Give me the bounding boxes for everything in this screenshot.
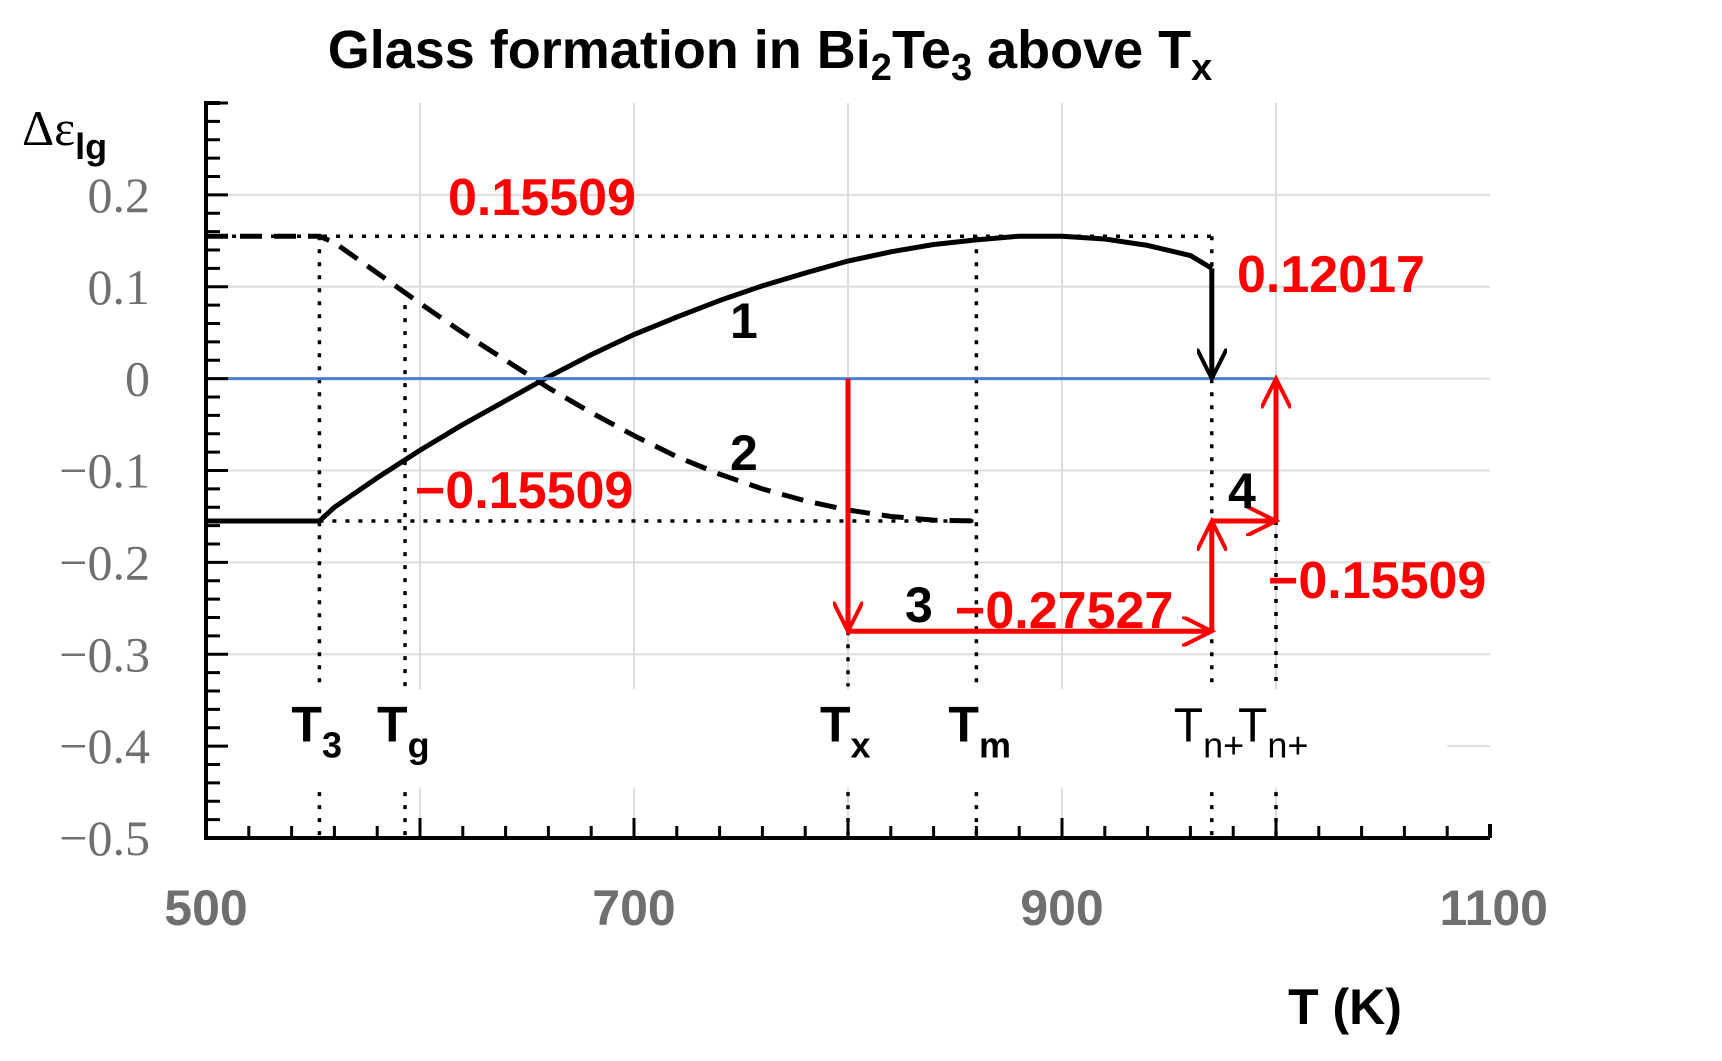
label-band bbox=[227, 689, 1448, 788]
y-tick-label: −0.4 bbox=[59, 718, 150, 774]
x-tick-label: 700 bbox=[592, 880, 675, 936]
path-label-4: 4 bbox=[1228, 463, 1256, 519]
temperature-label: Tn+ bbox=[1174, 700, 1244, 766]
x-tick-label: 900 bbox=[1020, 880, 1103, 936]
y-tick-label: −0.2 bbox=[59, 534, 150, 590]
y-tick-label: 0.2 bbox=[88, 167, 151, 223]
annotation-max-value: 0.15509 bbox=[448, 169, 636, 227]
label-band-background bbox=[227, 689, 1448, 788]
y-axis-label: Δεlg bbox=[22, 100, 107, 167]
temperature-label: Tg bbox=[377, 697, 430, 766]
series-1-line bbox=[206, 233, 1214, 524]
y-tick-label: −0.1 bbox=[59, 443, 150, 499]
series-lines bbox=[206, 233, 1276, 524]
y-tick-label: 0 bbox=[125, 351, 150, 407]
temperature-label: Tx bbox=[820, 697, 871, 766]
y-tick-label: 0.1 bbox=[88, 259, 151, 315]
x-tick-labels: 500 700 900 1100 bbox=[164, 880, 1548, 936]
temperature-label: Tm bbox=[948, 697, 1011, 766]
chart-title: Glass formation in Bi2Te3 above Tx bbox=[328, 20, 1213, 89]
annotation-step-value: −0.15509 bbox=[1268, 552, 1486, 610]
temperature-marks: T3 Tg Tx Tm Tn+Tn+ bbox=[291, 697, 1308, 766]
annotation-drop-value: −0.27527 bbox=[955, 582, 1173, 640]
annotation-min-value: −0.15509 bbox=[415, 462, 633, 520]
curve-label-2: 2 bbox=[730, 425, 758, 481]
annotation-end-value: 0.12017 bbox=[1237, 246, 1425, 304]
curve-label-1: 1 bbox=[730, 293, 758, 349]
series-2-line bbox=[206, 233, 977, 524]
path-label-3: 3 bbox=[905, 577, 933, 633]
y-tick-label: −0.5 bbox=[59, 810, 150, 866]
x-axis-label: T (K) bbox=[1288, 979, 1402, 1035]
x-tick-label: 500 bbox=[164, 880, 247, 936]
temperature-label: Tn+ bbox=[1238, 700, 1308, 766]
y-tick-label: −0.3 bbox=[59, 626, 150, 682]
reference-lines bbox=[206, 234, 1278, 838]
x-tick-label: 1100 bbox=[1440, 880, 1548, 936]
arrows bbox=[848, 268, 1276, 631]
y-tick-labels: 0.2 0.1 0 −0.1 −0.2 −0.3 −0.4 −0.5 bbox=[59, 167, 150, 866]
plot-frame bbox=[204, 101, 1492, 840]
temperature-label: T3 bbox=[291, 697, 342, 766]
